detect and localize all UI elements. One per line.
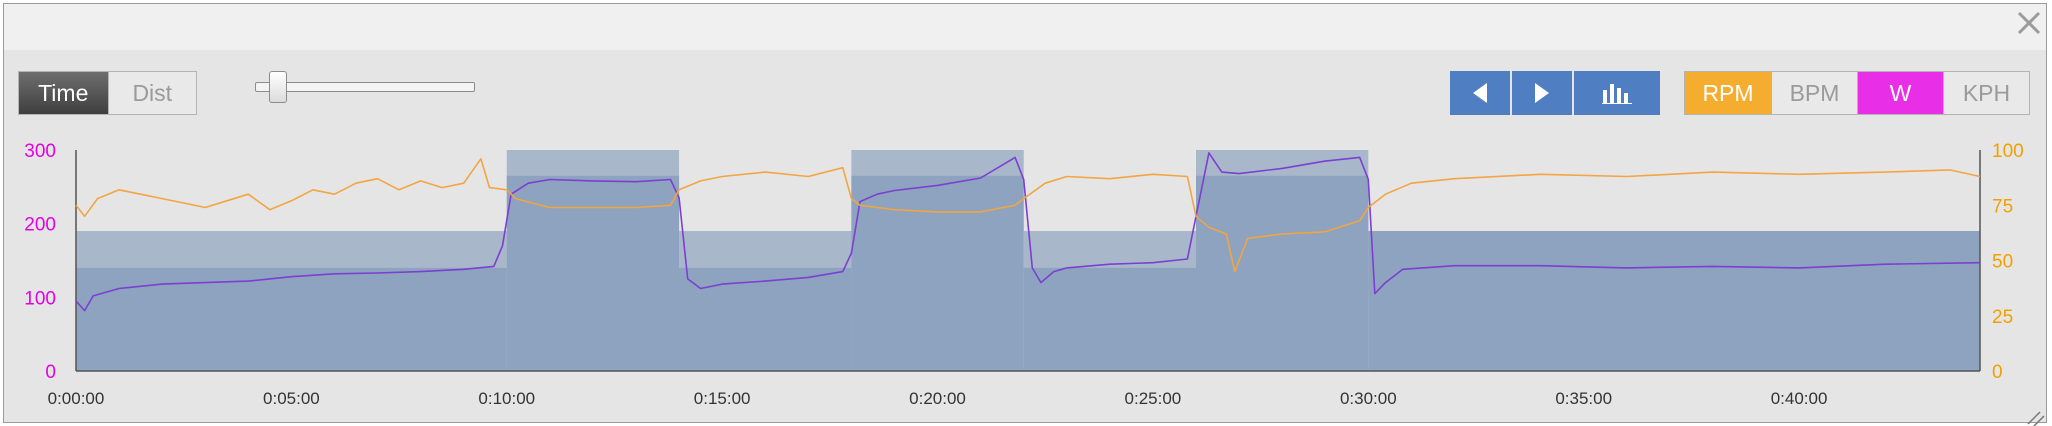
rpm-button[interactable]: RPM bbox=[1685, 72, 1771, 114]
resize-grip-icon[interactable] bbox=[2027, 411, 2045, 426]
previous-button[interactable] bbox=[1450, 71, 1510, 115]
x-tick-label: 0:10:00 bbox=[478, 389, 535, 408]
panel-titlebar bbox=[4, 4, 2046, 50]
time-mode-button[interactable]: Time bbox=[19, 72, 108, 114]
target-block-2 bbox=[679, 267, 852, 371]
zoom-slider[interactable] bbox=[255, 71, 475, 103]
close-icon[interactable] bbox=[2012, 6, 2046, 40]
x-tick-label: 0:00:00 bbox=[48, 389, 105, 408]
target-block-5 bbox=[1196, 175, 1369, 371]
x-tick-label: 0:30:00 bbox=[1340, 389, 1397, 408]
y-right-tick-label: 50 bbox=[1992, 252, 2013, 273]
y-left-tick-label: 0 bbox=[45, 362, 56, 383]
series-line-w bbox=[75, 152, 1981, 312]
x-tick-label: 0:15:00 bbox=[694, 389, 751, 408]
bpm-button[interactable]: BPM bbox=[1771, 72, 1857, 114]
target-block-4 bbox=[1023, 267, 1196, 371]
y-right-tick-label: 100 bbox=[1992, 141, 2024, 162]
zoom-slider-thumb[interactable] bbox=[268, 71, 287, 103]
x-tick-label: 0:35:00 bbox=[1555, 389, 1612, 408]
y-right-tick-label: 0 bbox=[1992, 362, 2003, 383]
x-mode-toggle: Time Dist bbox=[18, 71, 197, 115]
watts-button[interactable]: W bbox=[1857, 72, 1943, 114]
y-right-tick-label: 25 bbox=[1992, 307, 2013, 328]
kph-button[interactable]: KPH bbox=[1943, 72, 2029, 114]
target-block-1 bbox=[506, 175, 680, 371]
y-left-tick-label: 100 bbox=[24, 288, 56, 309]
distance-mode-button[interactable]: Dist bbox=[107, 72, 196, 114]
bar-chart-button[interactable] bbox=[1574, 71, 1660, 115]
next-icon bbox=[1535, 83, 1549, 103]
y-right-tick-label: 75 bbox=[1992, 196, 2013, 217]
x-tick-label: 0:40:00 bbox=[1771, 389, 1828, 408]
x-tick-label: 0:05:00 bbox=[263, 389, 320, 408]
next-button[interactable] bbox=[1512, 71, 1572, 115]
x-tick-label: 0:25:00 bbox=[1125, 389, 1182, 408]
target-block-0 bbox=[76, 267, 507, 371]
series-line-rpm bbox=[75, 158, 1981, 273]
target-block-3 bbox=[851, 175, 1024, 371]
metric-toggle: RPM BPM W KPH bbox=[1684, 71, 2030, 115]
previous-icon bbox=[1473, 83, 1487, 103]
x-tick-label: 0:20:00 bbox=[909, 389, 966, 408]
bar-chart-icon bbox=[1602, 84, 1632, 104]
y-left-tick-label: 300 bbox=[24, 141, 56, 162]
navigation-buttons bbox=[1450, 71, 1660, 115]
target-block-6 bbox=[1368, 231, 1980, 371]
y-left-tick-label: 200 bbox=[24, 215, 56, 236]
